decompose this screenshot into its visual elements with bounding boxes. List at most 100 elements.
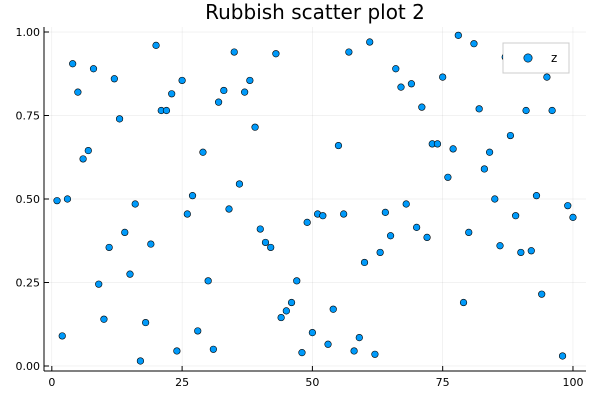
data-point — [246, 76, 254, 85]
data-point — [162, 106, 171, 115]
data-point — [548, 106, 556, 115]
data-point — [220, 86, 228, 95]
data-point — [470, 40, 478, 48]
data-point — [381, 208, 389, 216]
data-point — [319, 212, 327, 220]
data-point — [308, 328, 316, 337]
data-point — [178, 76, 186, 85]
data-point — [53, 197, 61, 205]
data-point — [444, 173, 452, 181]
data-point — [465, 228, 473, 236]
x-tick-label: 75 — [436, 376, 450, 389]
data-point — [376, 248, 384, 257]
data-point — [454, 31, 462, 39]
data-point — [136, 357, 145, 365]
y-tick-label: 1.00 — [16, 26, 41, 39]
data-point — [121, 228, 129, 236]
data-point — [350, 347, 358, 355]
data-point — [543, 73, 551, 81]
data-point — [235, 180, 244, 188]
tick-labels: 0 25 50 75 100 0.00 0.25 0.50 0.75 1.00 — [16, 26, 584, 389]
y-tick-label: 0.25 — [16, 276, 41, 289]
legend-label: z — [551, 51, 557, 65]
legend: z — [502, 42, 570, 74]
data-point — [459, 298, 468, 307]
data-point — [407, 80, 416, 88]
data-point — [105, 243, 113, 252]
grid-lines — [44, 27, 586, 371]
data-point — [241, 88, 249, 96]
data-point — [324, 340, 332, 348]
data-point — [173, 347, 181, 355]
data-point — [100, 315, 108, 323]
x-tick-label: 50 — [305, 376, 319, 389]
data-point — [115, 115, 124, 123]
data-point — [475, 105, 483, 113]
data-point — [58, 332, 66, 340]
data-point — [303, 218, 311, 226]
data-points — [53, 31, 577, 365]
x-tick-label: 100 — [562, 376, 583, 389]
data-point — [267, 243, 275, 252]
data-point — [345, 48, 353, 56]
data-point — [89, 65, 98, 73]
legend-marker — [523, 53, 533, 63]
data-point — [334, 141, 343, 150]
data-point — [371, 350, 379, 358]
data-point — [194, 327, 202, 335]
data-point — [225, 205, 233, 213]
data-point — [340, 210, 348, 218]
data-point — [69, 60, 77, 68]
data-point — [355, 334, 363, 342]
data-point — [84, 146, 92, 155]
data-point — [287, 298, 296, 307]
data-point — [298, 349, 306, 357]
data-point — [538, 290, 546, 298]
data-point — [480, 165, 488, 173]
data-point — [147, 240, 155, 248]
data-point — [397, 83, 405, 91]
x-tick-label: 0 — [48, 376, 55, 389]
data-point — [251, 123, 259, 131]
data-point — [366, 38, 374, 46]
data-point — [517, 248, 525, 257]
data-point — [209, 345, 217, 353]
data-point — [329, 305, 337, 313]
data-point — [512, 212, 520, 220]
data-point — [282, 307, 290, 315]
data-point — [402, 200, 410, 208]
data-point — [392, 65, 400, 73]
data-point — [386, 232, 395, 240]
data-point — [439, 73, 447, 81]
x-tick-label: 25 — [175, 376, 189, 389]
chart-title: Rubbish scatter plot 2 — [205, 0, 425, 24]
data-point — [152, 41, 160, 49]
data-point — [199, 148, 207, 156]
data-point — [569, 213, 577, 221]
data-point — [142, 318, 150, 327]
data-point — [491, 195, 499, 203]
data-point — [261, 238, 270, 247]
y-tick-label: 0.50 — [16, 193, 41, 206]
data-point — [532, 192, 541, 200]
data-point — [522, 106, 530, 115]
data-point — [413, 223, 421, 231]
data-point — [230, 48, 238, 56]
y-tick-label: 0.00 — [16, 360, 41, 373]
data-point — [168, 90, 176, 98]
data-point — [74, 88, 82, 96]
data-point — [188, 192, 197, 200]
data-point — [204, 277, 212, 285]
data-point — [256, 225, 264, 233]
data-point — [496, 242, 504, 250]
data-point — [423, 233, 431, 242]
data-point — [449, 145, 457, 153]
data-point — [564, 202, 572, 210]
data-point — [63, 195, 72, 203]
legend-box — [502, 42, 570, 74]
axes — [43, 27, 586, 372]
data-point — [558, 352, 567, 360]
data-point — [126, 270, 134, 278]
data-point — [131, 200, 139, 208]
